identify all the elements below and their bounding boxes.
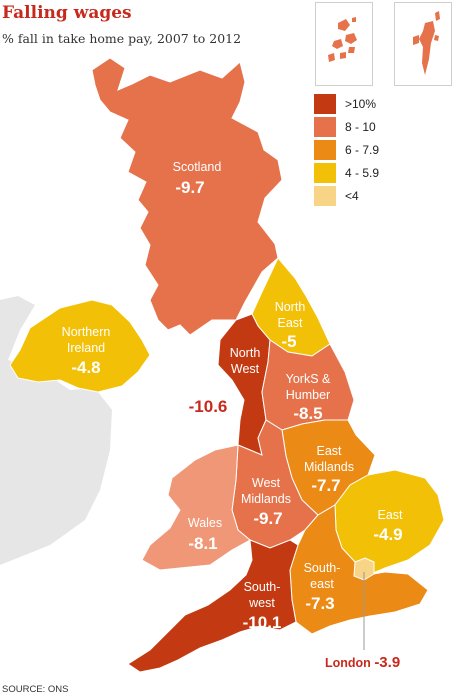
legend-swatch — [314, 116, 336, 137]
legend-swatch — [314, 139, 336, 160]
yorks-humber-value: -8.5 — [293, 404, 322, 423]
yorks-humber-name-1: YorkS & — [286, 372, 331, 386]
legend-swatch — [314, 185, 336, 206]
region-wales — [141, 444, 251, 571]
north-west-value: -10.6 — [189, 397, 228, 416]
legend-swatch — [314, 162, 336, 183]
label-northern-ireland: Northern Ireland -4.8 — [62, 325, 111, 377]
region-northern-ireland — [9, 299, 151, 393]
east-name: East — [377, 508, 403, 522]
wales-name: Wales — [188, 516, 222, 530]
legend-item: 6 - 7.9 — [314, 138, 379, 161]
northern-ireland-name-1: Northern — [62, 325, 111, 339]
scotland-value: -9.7 — [175, 178, 204, 197]
north-east-value: -5 — [281, 332, 296, 351]
south-east-name-1: South- — [304, 561, 341, 575]
west-midlands-name-2: Midlands — [241, 492, 291, 506]
map-title: Falling wages — [2, 3, 132, 23]
wales-value: -8.1 — [188, 534, 217, 553]
label-west-midlands: West Midlands -9.7 — [241, 476, 291, 528]
label-yorks-humber: YorkS & Humber -8.5 — [286, 372, 331, 423]
north-west-name-2: West — [231, 362, 260, 376]
scotland-name: Scotland — [173, 160, 222, 174]
legend-item: 8 - 10 — [314, 115, 379, 138]
label-london: London -3.9 — [325, 654, 400, 671]
london-name: London — [325, 656, 371, 670]
south-west-name-2: west — [248, 596, 275, 610]
label-east-midlands: East Midlands -7.7 — [304, 444, 354, 495]
shetland-islands-icon — [413, 11, 440, 75]
label-north-east: North East -5 — [275, 300, 306, 351]
label-south-east: South- east -7.3 — [304, 561, 341, 613]
legend-label: >10% — [345, 96, 377, 111]
region-scotland — [91, 57, 283, 336]
east-midlands-value: -7.7 — [311, 476, 340, 495]
north-east-name-2: East — [277, 316, 303, 330]
east-value: -4.9 — [373, 525, 402, 544]
legend-label: 8 - 10 — [345, 119, 376, 134]
south-east-value: -7.3 — [305, 594, 334, 613]
source-note: SOURCE: ONS — [2, 684, 69, 695]
legend-item: >10% — [314, 92, 379, 115]
south-west-name-1: South- — [244, 580, 281, 594]
legend-label: <4 — [345, 188, 359, 203]
north-east-name-1: North — [275, 300, 306, 314]
east-midlands-name-1: East — [316, 444, 342, 458]
legend-item: <4 — [314, 184, 379, 207]
region-south-west — [127, 539, 299, 673]
legend-item: 4 - 5.9 — [314, 161, 379, 184]
west-midlands-name-1: West — [252, 476, 281, 490]
west-midlands-value: -9.7 — [253, 509, 282, 528]
label-east: East -4.9 — [373, 508, 403, 544]
yorks-humber-name-2: Humber — [286, 388, 330, 402]
north-west-name-1: North — [230, 346, 261, 360]
legend-label: 4 - 5.9 — [345, 165, 380, 180]
south-east-name-2: east — [310, 577, 334, 591]
legend-label: 6 - 7.9 — [345, 142, 380, 157]
inset-orkney — [315, 2, 373, 86]
map-subtitle: % fall in take home pay, 2007 to 2012 — [2, 31, 242, 46]
northern-ireland-name-2: Ireland — [67, 341, 105, 355]
republic-of-ireland — [0, 296, 112, 565]
london-value: -3.9 — [374, 654, 401, 671]
label-wales: Wales -8.1 — [188, 516, 222, 553]
east-midlands-name-2: Midlands — [304, 460, 354, 474]
inset-shetland — [394, 2, 452, 86]
south-west-value: -10.1 — [243, 613, 282, 632]
label-scotland: Scotland -9.7 — [173, 160, 222, 197]
orkney-islands-icon — [328, 17, 357, 62]
label-north-west: North West -10.6 — [189, 346, 261, 416]
legend: >10% 8 - 10 6 - 7.9 4 - 5.9 <4 — [314, 92, 379, 207]
label-south-west: South- west -10.1 — [243, 580, 282, 632]
northern-ireland-value: -4.8 — [71, 358, 100, 377]
legend-swatch — [314, 93, 336, 114]
region-london — [353, 557, 375, 581]
